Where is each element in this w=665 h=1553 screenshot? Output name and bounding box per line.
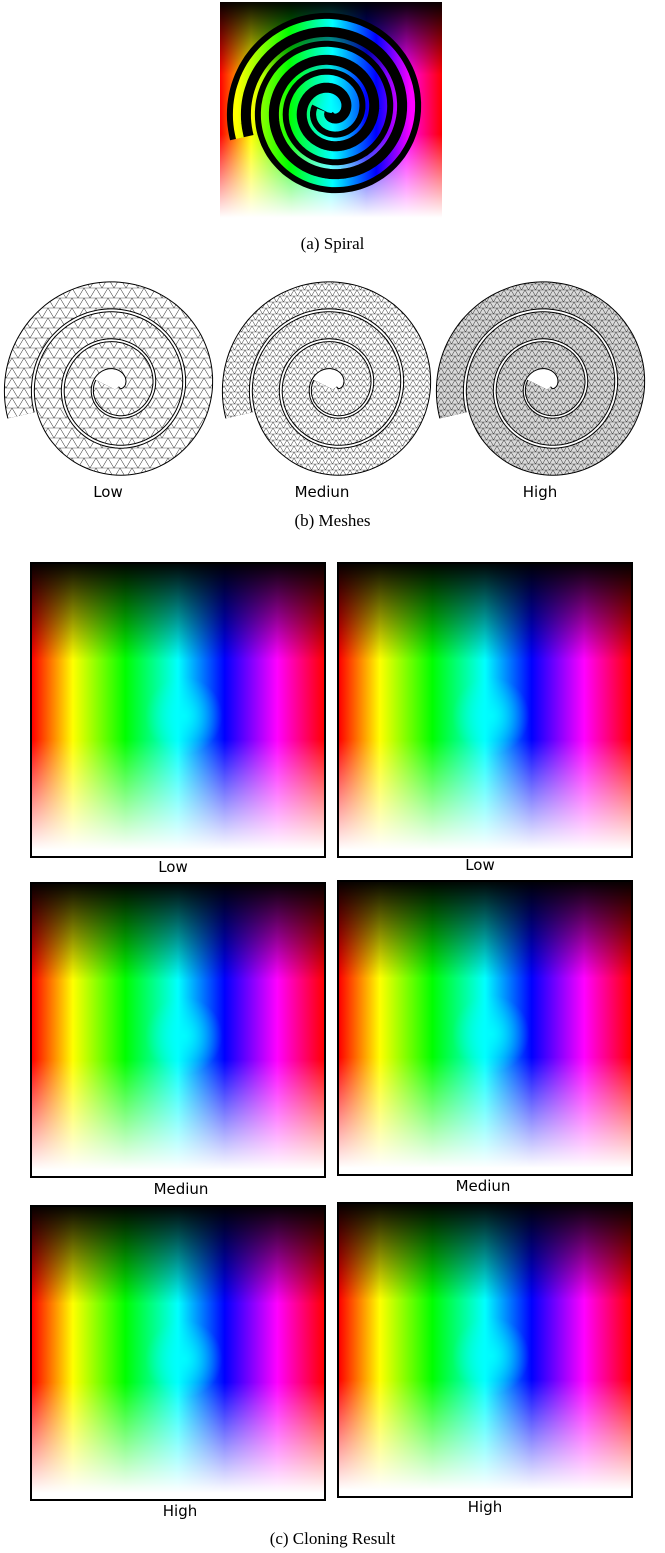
clone-label: High [120, 1502, 240, 1520]
spiral-image [220, 2, 442, 222]
clone-image [337, 562, 633, 858]
clone-label: Low [420, 856, 540, 874]
spiral-path [450, 295, 631, 461]
mesh-label: Mediun [262, 483, 382, 501]
spiral-svg [220, 2, 442, 222]
clone-image [337, 1202, 633, 1498]
mesh-medium [236, 295, 417, 461]
spiral-path [236, 295, 417, 461]
clone-label: Low [113, 858, 233, 876]
mesh-high [450, 295, 631, 461]
mesh-label: Low [48, 483, 168, 501]
caption-b: (b) Meshes [0, 511, 665, 531]
clone-label: Mediun [423, 1177, 543, 1195]
clone-image [337, 880, 633, 1176]
caption-c: (c) Cloning Result [0, 1529, 665, 1549]
clone-image [30, 562, 326, 858]
mesh-label: High [480, 483, 600, 501]
meshes [0, 278, 665, 508]
page: (a) Spiral Low Mediun High (b) Meshes Lo… [0, 0, 665, 1553]
clone-image [30, 1205, 326, 1501]
clone-image [30, 882, 326, 1178]
clone-label: High [425, 1498, 545, 1516]
spiral-path [18, 295, 199, 461]
mesh-low [18, 295, 199, 461]
clone-label: Mediun [121, 1180, 241, 1198]
caption-a: (a) Spiral [0, 234, 665, 254]
